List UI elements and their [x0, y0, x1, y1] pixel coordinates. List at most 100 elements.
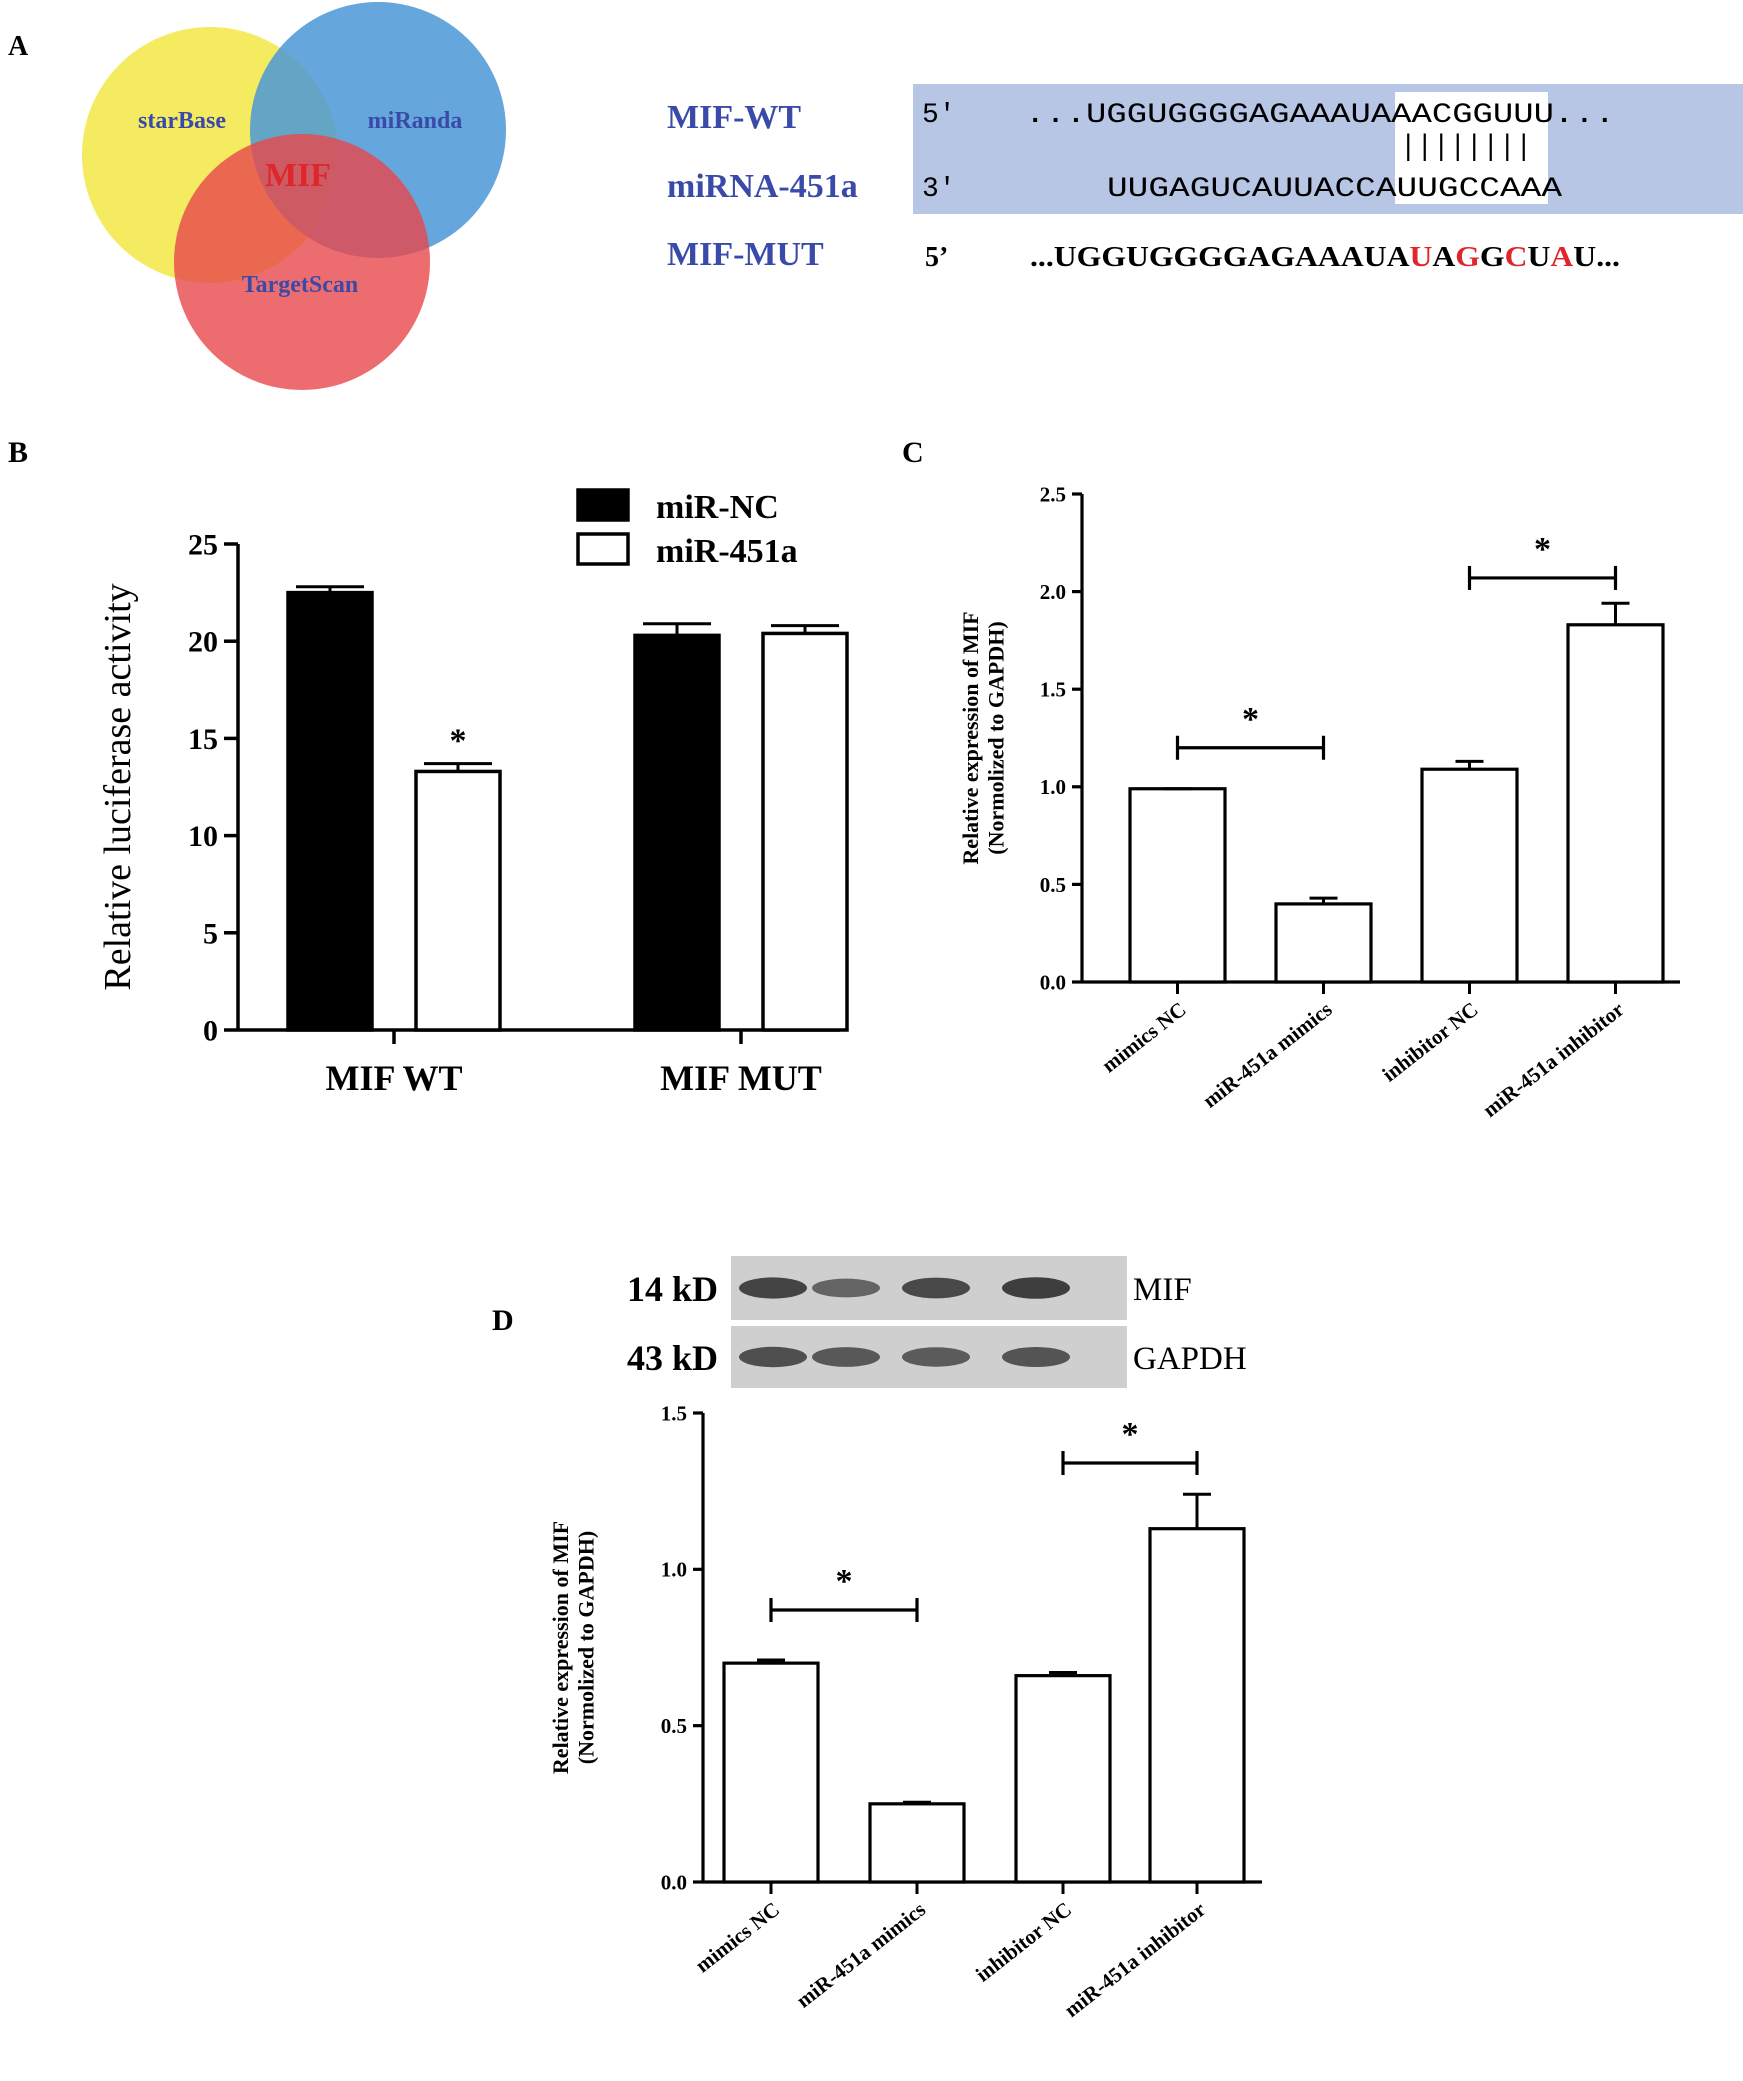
x-tick-label: mimics NC [691, 1897, 784, 1977]
bar [1274, 902, 1373, 984]
y-axis-label-line2: (Normolized to GAPDH) [573, 1531, 598, 1764]
significance-star: * [836, 1563, 853, 1600]
y-tick-label: 2.5 [1040, 482, 1066, 506]
y-tick-label: 0.0 [661, 1870, 687, 1894]
chart-c: 0.0 0.5 1.0 1.5 2.0 2.5 Relative expression of… [958, 482, 1680, 1122]
blot-band [812, 1278, 880, 1298]
y-axis-label-line2: (Normolized to GAPDH) [983, 621, 1008, 854]
end-label-mut: 5’ [925, 242, 948, 273]
bar [1420, 767, 1519, 984]
sequence-segment: U... [1573, 242, 1620, 273]
bar-mir-nc [286, 590, 374, 1032]
mut-sequence: ...UGGUGGGGAGAAAUA UAG G CUAU... [1030, 242, 1620, 273]
y-tick-label: 5 [203, 917, 218, 950]
mutated-base: A [1550, 242, 1574, 273]
venn-diagram: starBase miRanda TargetScan MIF [82, 2, 506, 390]
bar [1128, 787, 1227, 984]
y-tick-label: 0.5 [1040, 873, 1066, 897]
band-protein-label: MIF [1133, 1272, 1192, 1308]
x-tick-label: MIF WT [325, 1058, 462, 1098]
significance-star: * [1122, 1416, 1139, 1453]
bar-mir-nc [633, 633, 721, 1032]
western-blot: 14 kD MIF 43 kD GAPDH [627, 1256, 1247, 1388]
significance-star: * [450, 723, 467, 760]
alignment-highlight-box [913, 84, 1743, 214]
panel-label-c: C [902, 436, 924, 469]
bar [868, 1802, 966, 1884]
mutated-base: C [1505, 242, 1528, 273]
bar [1014, 1674, 1112, 1884]
band-size-label: 43 kD [627, 1338, 718, 1378]
chart-d: 0.0 0.5 1.0 1.5 Relative expression of MIF (N… [548, 1401, 1262, 2022]
sequence-alignment: MIF-WT miRNA-451a MIF-MUT 5' 3' 5’ ...UG… [667, 84, 1743, 273]
y-tick-label: 1.0 [661, 1558, 687, 1582]
venn-intersection-label: MIF [265, 157, 331, 194]
wt-prefix: ...UGGUGGGGAGAAAUA [1025, 100, 1391, 131]
x-tick-label: inhibitor NC [971, 1897, 1076, 1986]
y-tick-label: 2.0 [1040, 580, 1066, 604]
x-tick-label: miR-451a inhibitor [1478, 997, 1628, 1122]
y-tick-label: 15 [188, 723, 218, 756]
x-tick-label: mimics NC [1097, 997, 1190, 1077]
y-tick-label: 0.5 [661, 1714, 687, 1738]
sequence-segment: U [1528, 242, 1551, 273]
blot-band [1002, 1347, 1070, 1367]
sequence-segment: G [1480, 242, 1505, 273]
band-protein-label: GAPDH [1133, 1341, 1247, 1377]
end-label-mirna: 3' [922, 174, 956, 205]
seed-region-box [1395, 92, 1548, 204]
chart-b: 0 5 10 15 20 25 Relative luciferase activity MI… [97, 488, 849, 1098]
y-tick-label: 1.5 [661, 1401, 687, 1425]
wt-sequence: ...UGGUGGGGAGAAAUA AACGGUUU... [1025, 100, 1615, 131]
wt-suffix: ... [1554, 100, 1615, 131]
mirna-prefix: UUGAGUCAUUACCA [1107, 174, 1397, 205]
legend-label: miR-451a [656, 533, 798, 570]
y-axis-label: Relative luciferase activity [97, 583, 139, 990]
panel-label-d: D [492, 1304, 514, 1337]
blot-band [812, 1347, 880, 1367]
bar-mir-451a [414, 769, 502, 1032]
blot-band [1002, 1277, 1070, 1299]
row-label-mirna: miRNA-451a [667, 168, 858, 205]
blot-band [902, 1277, 970, 1299]
venn-label-miranda: miRanda [368, 108, 463, 134]
bar [722, 1661, 820, 1884]
y-tick-label: 1.5 [1040, 678, 1066, 702]
significance-star: * [1242, 701, 1259, 738]
legend-label: miR-NC [656, 489, 779, 526]
row-label-mif-wt: MIF-WT [667, 99, 801, 136]
pairing-lines: |||||||| [1400, 131, 1532, 165]
blot-band [902, 1347, 970, 1367]
y-tick-label: 25 [188, 529, 218, 562]
end-label-wt: 5' [922, 100, 956, 131]
x-tick-label: MIF MUT [660, 1058, 822, 1098]
y-tick-label: 20 [188, 626, 218, 659]
mutated-base: G [1455, 242, 1480, 273]
x-tick-label: miR-451a inhibitor [1060, 1897, 1210, 2022]
venn-label-starbase: starBase [138, 108, 226, 134]
legend-swatch [576, 532, 630, 566]
x-tick-label: inhibitor NC [1378, 997, 1483, 1086]
mirna-sequence: UUGAGUCAUUACCA UUGCCAAA [1107, 174, 1562, 205]
y-axis-label: Relative expression of MIF [958, 611, 983, 864]
significance-star: * [1534, 531, 1551, 568]
bar [1566, 623, 1665, 984]
y-tick-label: 0.0 [1040, 970, 1066, 994]
bar-mir-451a [761, 631, 849, 1032]
venn-label-targetscan: TargetScan [242, 272, 358, 298]
legend-swatch [576, 488, 630, 522]
band-size-label: 14 kD [627, 1269, 718, 1309]
panel-label-b: B [8, 436, 28, 469]
blot-band [739, 1346, 807, 1368]
bar [1148, 1527, 1246, 1884]
wt-site: AACGGUUU [1391, 100, 1554, 131]
y-tick-label: 1.0 [1040, 775, 1066, 799]
x-tick-label: miR-451a mimics [1198, 997, 1336, 1113]
panel-label-a: A [8, 31, 29, 62]
y-axis-label: Relative expression of MIF [548, 1521, 573, 1774]
y-tick-label: 10 [188, 820, 218, 853]
row-label-mif-mut: MIF-MUT [667, 236, 824, 273]
venn-circle-targetscan [174, 134, 430, 390]
x-tick-label: miR-451a mimics [792, 1897, 930, 2013]
